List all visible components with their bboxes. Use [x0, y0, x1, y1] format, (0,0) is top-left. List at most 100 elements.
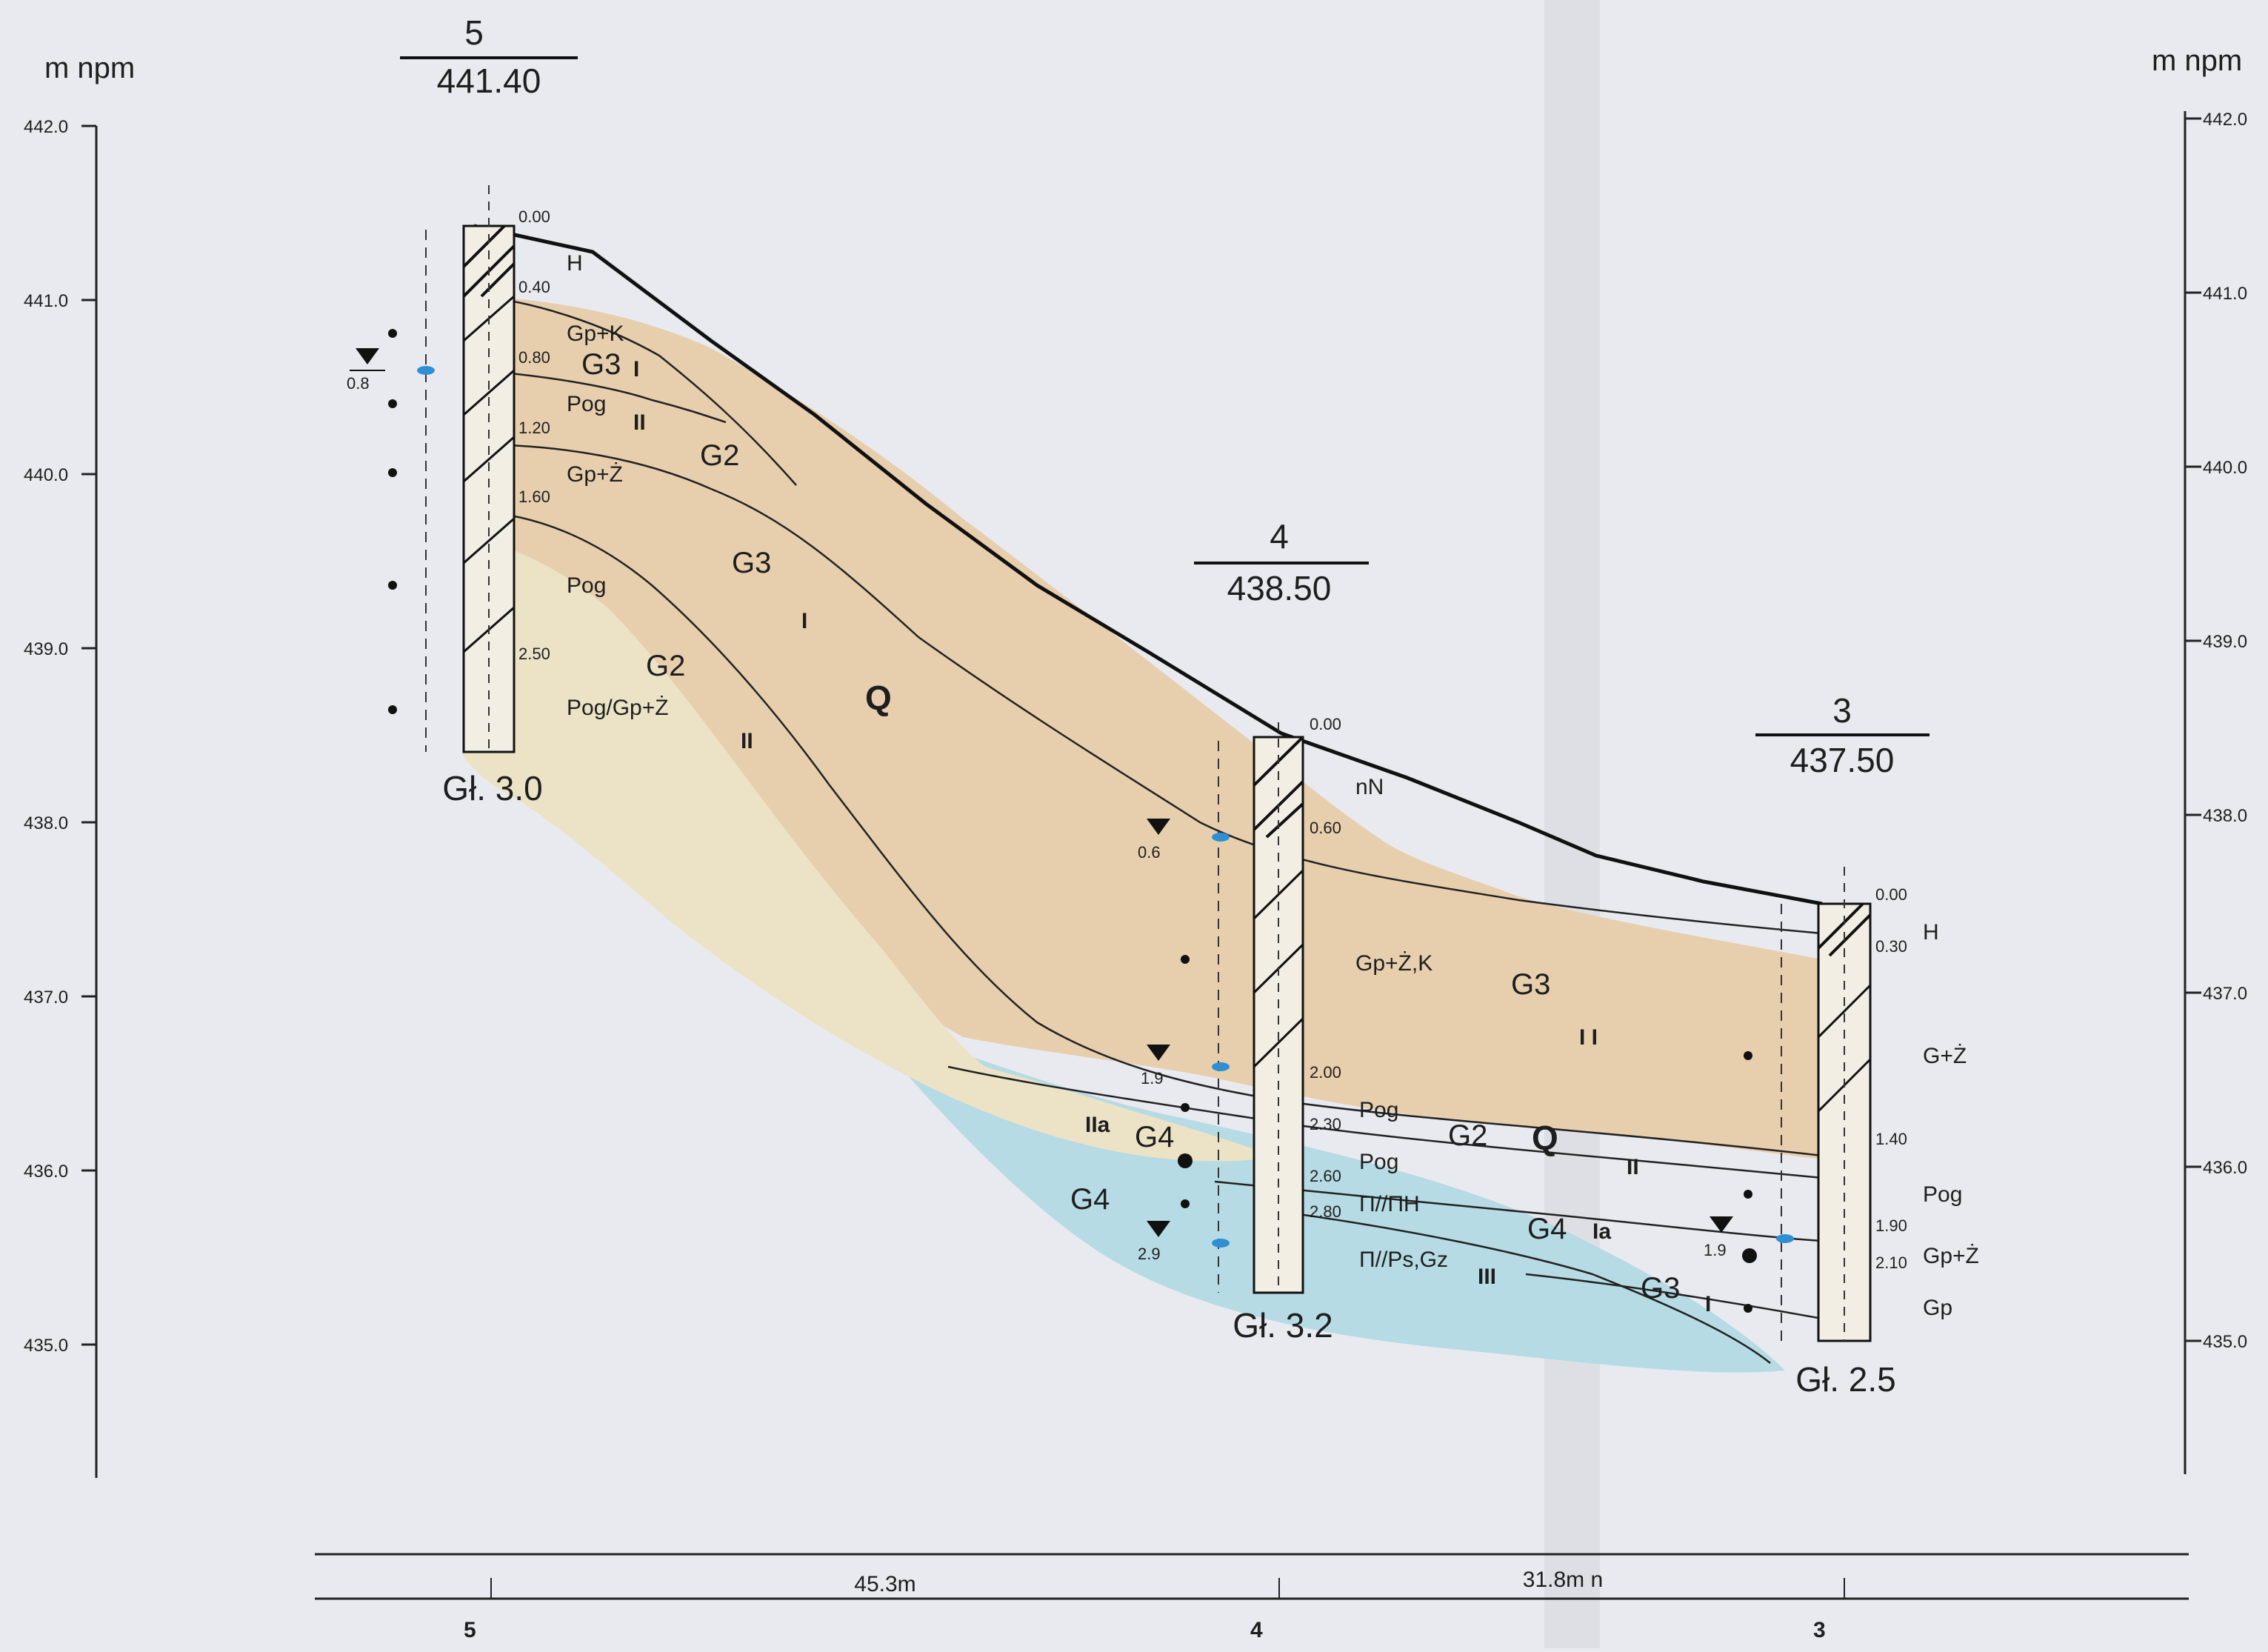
boundary-line: [473, 510, 1823, 1157]
water-mark-icon: [1212, 1062, 1230, 1071]
column-frame: [1817, 902, 1872, 1342]
layer-lower-band: [463, 533, 1274, 1162]
tick-label: 435.0: [2203, 1332, 2247, 1352]
depth-value: 0.30: [1875, 937, 1907, 956]
soil-symbol: nN: [1355, 775, 1384, 799]
sample-dot: [1181, 1103, 1190, 1112]
depth-value: 0.00: [518, 207, 550, 226]
depth-value: 2.10: [1875, 1253, 1907, 1272]
borehole-depth-label: Gł. 3.0: [442, 769, 543, 807]
depth-value: 1.60: [518, 487, 550, 506]
geotech-layer-label: G4: [1527, 1213, 1567, 1245]
tick-label: 438.0: [2203, 806, 2247, 826]
depth-value: 0.00: [1875, 885, 1907, 904]
tick-label: 442.0: [2203, 110, 2247, 130]
span-distance: 45.3m: [854, 1572, 915, 1596]
depth-value: 2.60: [1310, 1167, 1341, 1185]
sample-dot: [1181, 955, 1190, 964]
borehole-4-header: 4 438.50 Gł. 3.2: [1194, 517, 1369, 1345]
soil-symbol: Gp+Ż,K: [1355, 951, 1432, 976]
tick-label: 440.0: [2203, 458, 2247, 478]
borehole-4-log: 0.00 0.60 2.00 2.30 2.60 2.80 nN Gp+Ż,K …: [1138, 715, 1448, 1272]
soil-symbol: H: [1923, 920, 1939, 945]
span-distance: 31.8m n: [1523, 1568, 1603, 1592]
water-table-triangle-icon: [1147, 1045, 1170, 1061]
roman-class-label: I: [1705, 1292, 1711, 1316]
tick-label: 437.0: [2203, 984, 2247, 1004]
layer-upper-band: [463, 296, 1822, 1159]
layer-boundaries: [473, 295, 1823, 1364]
sample-dot: [1744, 1304, 1752, 1313]
borehole-position-number: 5: [464, 1618, 476, 1642]
sample-dot: [388, 705, 397, 714]
soil-symbol: Pog: [567, 573, 606, 598]
borehole-3-header: 3 437.50 Gł. 2.5: [1755, 691, 1930, 1399]
sample-dot: [388, 468, 397, 477]
tick-label: 441.0: [24, 291, 68, 311]
borehole-number: 5: [464, 13, 484, 52]
water-table-triangle-icon: [356, 348, 379, 364]
soil-symbol: G+Ż: [1923, 1044, 1967, 1068]
soil-symbol: Π//Ps,Gz: [1359, 1248, 1448, 1272]
depth-value: 0.40: [518, 278, 550, 296]
sample-dots: [388, 329, 1757, 1313]
tick-label: 436.0: [24, 1162, 68, 1182]
water-mark-icon: [1212, 1239, 1230, 1248]
depth-value: 1.40: [1875, 1130, 1907, 1148]
roman-class-label: I I: [1579, 1025, 1598, 1050]
roman-class-label: II: [741, 729, 753, 753]
boundary-line: [1303, 1213, 1771, 1364]
terrain-surface-line: [473, 224, 1823, 906]
water-level-value: 1.9: [1704, 1241, 1727, 1259]
boundary-line: [1214, 1180, 1823, 1242]
borehole-position-number: 3: [1813, 1618, 1826, 1642]
stone-dot: [1742, 1248, 1757, 1263]
layer-labels: G3 G2 G3 G2 G3 G4 G4 G2 G4 G3 Q Q I II I…: [581, 348, 1711, 1316]
geotech-layer-label: G2: [1448, 1119, 1487, 1152]
borehole-depth-label: Gł. 2.5: [1795, 1360, 1896, 1399]
stone-dot: [1178, 1153, 1193, 1168]
water-level-value: 0.8: [347, 374, 370, 393]
boundary-line: [473, 369, 727, 424]
sample-dot: [1181, 1199, 1190, 1208]
boundary-line: [473, 295, 797, 486]
soil-symbol: H: [567, 251, 583, 276]
water-mark-icon: [1212, 833, 1230, 842]
distance-scale: 45.3m 31.8m n 5 4 3: [315, 1553, 2189, 1642]
borehole-position-number: 4: [1250, 1618, 1263, 1642]
water-level-value: 1.9: [1141, 1069, 1164, 1088]
tick-label: 442.0: [24, 117, 68, 137]
soil-symbol: Gp+Ż: [1923, 1244, 1979, 1268]
stratigraphy-label: Q: [1532, 1119, 1558, 1157]
depth-value: 1.90: [1875, 1216, 1907, 1235]
roman-class-label: Ia: [1592, 1219, 1611, 1244]
sample-dot: [1744, 1051, 1752, 1060]
geotech-layer-label: G3: [581, 348, 621, 381]
water-mark-icon: [417, 366, 435, 375]
borehole-number: 3: [1832, 691, 1852, 730]
water-mark-icon: [1776, 1234, 1794, 1243]
soil-symbol: Pog: [1359, 1098, 1398, 1122]
sample-dot: [388, 581, 397, 590]
soil-symbol: Pog/Gp+Ż: [567, 696, 669, 720]
borehole-elevation: 438.50: [1227, 569, 1332, 607]
boundary-line: [947, 1065, 1823, 1179]
roman-class-label: I: [633, 357, 639, 382]
right-elevation-axis: m npm 442.0 441.0 440.0 439.0 438.0 437.…: [2152, 44, 2247, 1474]
axis-unit-label: m npm: [44, 52, 135, 84]
left-elevation-axis: m npm 442.0 441.0 440.0 439.0 438.0 437.…: [24, 52, 135, 1478]
depth-value: 0.00: [1310, 715, 1341, 733]
sample-dot: [1744, 1190, 1752, 1199]
geotech-layer-label: G3: [1511, 968, 1550, 1001]
sample-dot: [388, 329, 397, 338]
water-table-triangle-icon: [1710, 1216, 1733, 1233]
sample-dot: [388, 399, 397, 408]
stratigraphy-label: Q: [865, 679, 892, 717]
borehole-elevation: 441.40: [437, 61, 541, 100]
water-table-triangle-icon: [1147, 1221, 1170, 1237]
depth-value: 2.00: [1310, 1063, 1341, 1082]
borehole-depth-label: Gł. 3.2: [1233, 1306, 1333, 1345]
tick-label: 438.0: [24, 813, 68, 833]
